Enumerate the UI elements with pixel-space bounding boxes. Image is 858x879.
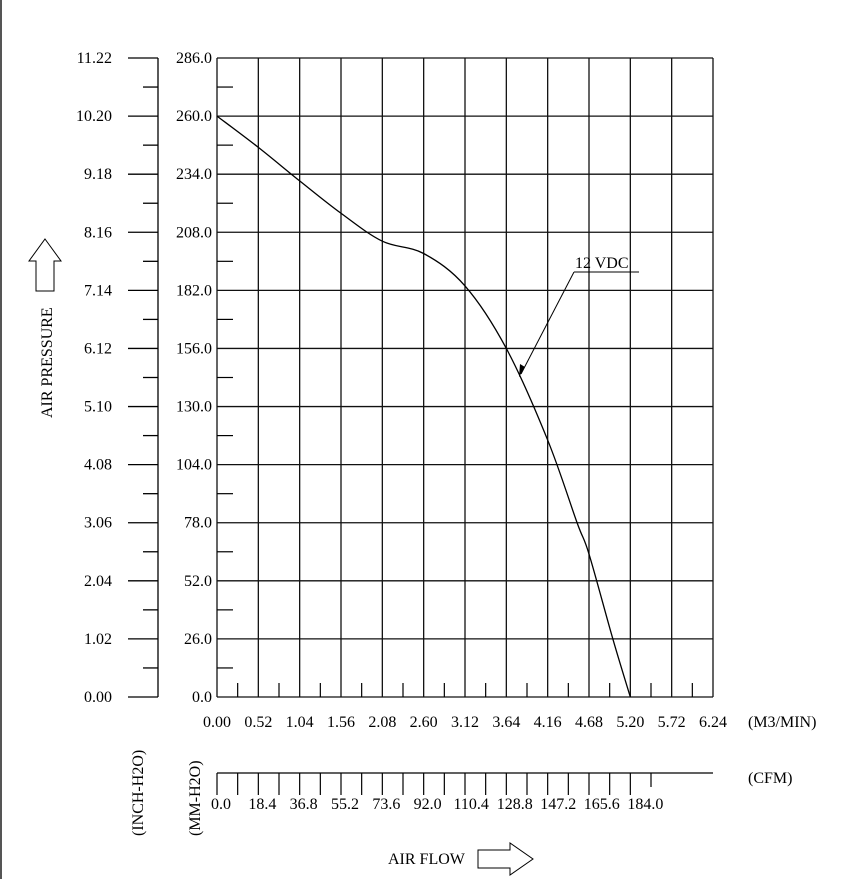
y2-tick-label: 4.08 xyxy=(84,457,112,474)
x2-tick-label: 18.4 xyxy=(248,796,276,813)
air-pressure-label: AIR PRESSURE xyxy=(28,238,62,418)
x2-tick-label: 184.0 xyxy=(627,796,663,813)
x2-tick-label: 73.6 xyxy=(372,796,400,813)
air-flow-label: AIR FLOW xyxy=(388,842,534,876)
y-unit-label: (MM-H2O) xyxy=(187,760,204,836)
y-tick-label: 78.0 xyxy=(184,515,212,532)
y-tick-label: 234.0 xyxy=(176,166,212,183)
x2-unit-label: (CFM) xyxy=(748,770,792,787)
x2-tick-label: 128.8 xyxy=(497,796,533,813)
x-tick-label: 2.60 xyxy=(410,714,438,731)
x2-tick-label: 55.2 xyxy=(331,796,359,813)
y-tick-label: 182.0 xyxy=(176,282,212,299)
leader-arrowhead xyxy=(519,364,525,377)
x-tick-label: 4.16 xyxy=(534,714,562,731)
y2-tick-label: 3.06 xyxy=(84,515,112,532)
x-tick-label: 1.56 xyxy=(327,714,355,731)
y2-tick-label: 9.18 xyxy=(84,166,112,183)
x-tick-label: 6.24 xyxy=(699,714,727,731)
x2-tick-label: 36.8 xyxy=(290,796,318,813)
y2-tick-label: 5.10 xyxy=(84,399,112,416)
x-tick-label: 0.52 xyxy=(244,714,272,731)
x2-tick-label: 147.2 xyxy=(540,796,576,813)
x-axis-title: AIR FLOW xyxy=(388,851,466,868)
y-tick-label: 26.0 xyxy=(184,631,212,648)
x2-tick-label: 0.0 xyxy=(211,796,231,813)
y2-tick-label: 2.04 xyxy=(84,573,112,590)
y-tick-label: 130.0 xyxy=(176,399,212,416)
y-tick-label: 208.0 xyxy=(176,224,212,241)
y-tick-label: 286.0 xyxy=(176,50,212,67)
y-tick-label: 156.0 xyxy=(176,340,212,357)
x2-tick-label: 92.0 xyxy=(414,796,442,813)
y2-tick-label: 8.16 xyxy=(84,224,112,241)
x-unit-label: (M3/MIN) xyxy=(748,714,816,731)
y2-tick-label: 1.02 xyxy=(84,631,112,648)
series-label-12vdc: 12 VDC xyxy=(575,255,629,272)
x2-tick-label: 110.4 xyxy=(453,796,488,813)
x-tick-label: 1.04 xyxy=(286,714,314,731)
y2-tick-label: 7.14 xyxy=(84,282,112,299)
x-tick-label: 0.00 xyxy=(203,714,231,731)
x-tick-label: 4.68 xyxy=(575,714,603,731)
y-tick-label: 0.0 xyxy=(192,689,212,706)
x-tick-label: 2.08 xyxy=(368,714,396,731)
y-tick-label: 52.0 xyxy=(184,573,212,590)
y-tick-label: 260.0 xyxy=(176,108,212,125)
x2-tick-label: 165.6 xyxy=(584,796,620,813)
y2-tick-label: 0.00 xyxy=(84,689,112,706)
plot-grid xyxy=(216,57,714,698)
y2-tick-label: 6.12 xyxy=(84,340,112,357)
y2-tick-label: 10.20 xyxy=(76,108,112,125)
arrow-right-icon xyxy=(477,842,534,876)
arrow-up-icon xyxy=(28,238,62,292)
y-tick-label: 104.0 xyxy=(176,457,212,474)
y2-unit-label: (INCH-H2O) xyxy=(130,750,147,836)
x-tick-label: 3.12 xyxy=(451,714,479,731)
x-tick-label: 5.20 xyxy=(616,714,644,731)
y-axis-title: AIR PRESSURE xyxy=(39,307,56,418)
series-leader-line xyxy=(520,271,575,375)
y2-tick-label: 11.22 xyxy=(77,50,112,67)
axes: 0.00 0.52 1.04 1.56 2.08 2.60 3.12 3.64 4.16 4.68… xyxy=(76,50,727,813)
x-tick-label: 5.72 xyxy=(658,714,686,731)
x-tick-label: 3.64 xyxy=(492,714,520,731)
series-line-12vdc xyxy=(216,115,631,698)
series-layer xyxy=(216,115,631,698)
